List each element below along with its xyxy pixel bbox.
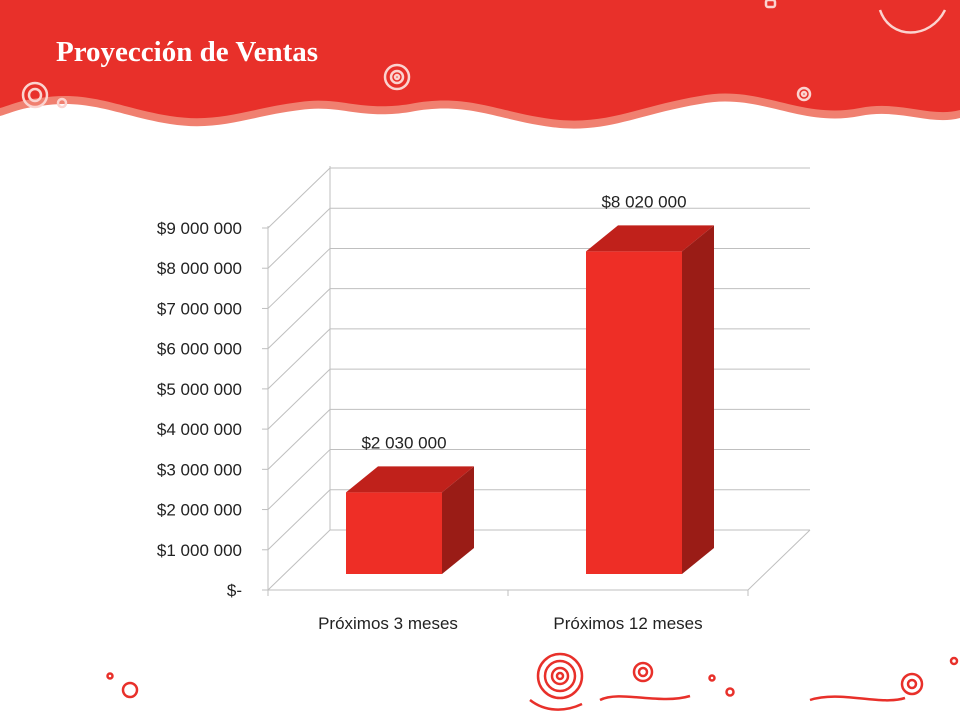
y-tick-label: $3 000 000 <box>157 460 242 479</box>
gridline-side <box>267 489 331 551</box>
banner <box>0 0 960 121</box>
gridline-side <box>267 529 331 591</box>
gridline-side <box>267 248 331 309</box>
y-tick-label: $4 000 000 <box>157 420 242 439</box>
gridline-side <box>267 207 331 269</box>
x-category-label: Próximos 3 meses <box>318 614 458 633</box>
data-labels: $2 030 000 $8 020 000 <box>361 192 686 452</box>
bar-side <box>682 225 714 574</box>
data-label: $8 020 000 <box>601 192 686 211</box>
bar-top <box>586 225 714 252</box>
y-tick-label: $1 000 000 <box>157 541 242 560</box>
gridline-side <box>267 368 331 430</box>
circle-swirl-icon <box>106 652 959 711</box>
y-tick-label: $7 000 000 <box>157 299 242 318</box>
bars <box>346 225 714 574</box>
x-category-label: Próximos 12 meses <box>553 614 702 633</box>
y-axis-ticks: $- $1 000 000 $2 000 000 $3 000 000 $4 000 0… <box>157 219 268 600</box>
y-tick-label: $9 000 000 <box>157 219 242 238</box>
x-axis-categories: Próximos 3 meses Próximos 12 meses <box>318 614 703 633</box>
page-title: Proyección de Ventas <box>56 36 319 68</box>
y-tick-label: $2 000 000 <box>157 501 242 520</box>
gridline-side <box>267 328 331 390</box>
data-label: $2 030 000 <box>361 433 446 452</box>
bar-top <box>346 466 474 493</box>
bar-side <box>442 466 474 574</box>
y-tick-label: $5 000 000 <box>157 380 242 399</box>
y-tick-label: $6 000 000 <box>157 340 242 359</box>
gridline-side <box>267 449 331 510</box>
spiral-swirl-icon <box>21 0 947 109</box>
bar-front <box>346 492 442 574</box>
gridline-side <box>267 288 331 350</box>
gridline-side <box>267 167 331 229</box>
chart-walls <box>267 166 811 596</box>
gridline-side <box>267 408 331 470</box>
y-tick-label: $- <box>227 581 242 600</box>
y-tick-label: $8 000 000 <box>157 259 242 278</box>
bar-front <box>586 251 682 574</box>
